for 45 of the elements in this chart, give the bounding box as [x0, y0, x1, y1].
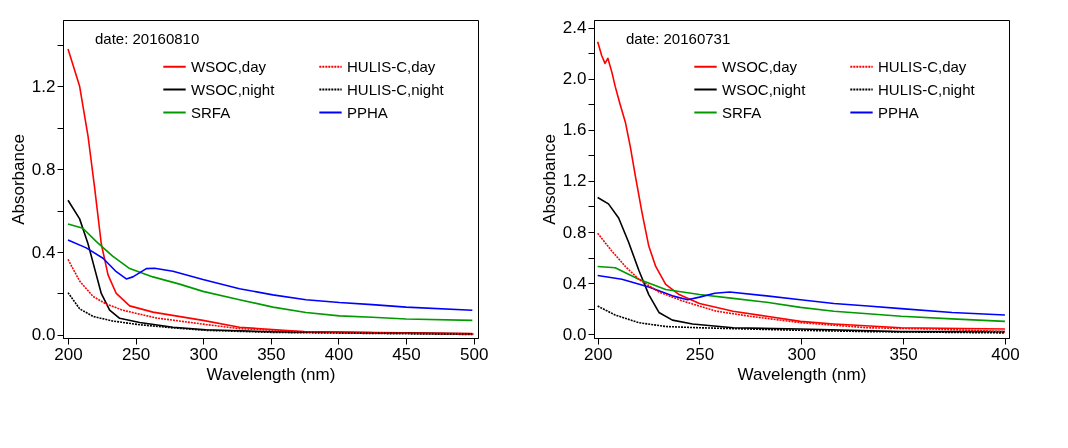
annotation: date: 20160810 [95, 30, 200, 47]
x-axis-title: Wavelength (nm) [737, 364, 867, 384]
legend-label: HULIS-C,night [878, 80, 976, 98]
y-tick-label: 2.4 [562, 18, 587, 38]
line-series [596, 265, 1006, 323]
y-tick-label: 1.2 [562, 171, 587, 191]
x-tick-label: 450 [392, 344, 421, 364]
x-tick-label: 250 [685, 344, 715, 364]
line-series [596, 274, 1006, 316]
annotation: date: 20160731 [626, 30, 731, 47]
legend-label: SRFA [722, 103, 762, 121]
x-tick-label: 350 [889, 344, 918, 364]
y-tick-label: 0.4 [31, 242, 56, 262]
x-tick-label: 300 [189, 344, 218, 364]
y-tick-label: 0.0 [562, 324, 587, 344]
legend-label: HULIS-C,day [347, 57, 436, 75]
legend-label: WSOC,day [191, 57, 267, 75]
legend-label: PPHA [347, 103, 388, 121]
legend-label: HULIS-C,day [878, 57, 967, 75]
legend-label: WSOC,night [191, 80, 276, 98]
y-tick-label: 0.8 [562, 222, 587, 242]
x-axis-title: Wavelength (nm) [206, 364, 336, 384]
y-tick-label: 1.2 [31, 76, 56, 96]
legend-label: WSOC,day [722, 57, 798, 75]
y-tick-label: 0.8 [31, 159, 56, 179]
y-tick-label: 1.6 [562, 120, 587, 140]
legend-label: WSOC,night [722, 80, 807, 98]
x-tick-label: 500 [459, 344, 489, 364]
x-tick-label: 400 [324, 344, 354, 364]
y-tick-label: 2.0 [562, 69, 587, 89]
y-tick-label: 0.4 [562, 273, 587, 293]
y-axis-title: Absorbance [539, 134, 559, 225]
x-tick-label: 250 [121, 344, 151, 364]
y-tick-label: 0.0 [31, 325, 56, 345]
x-tick-label: 300 [787, 344, 816, 364]
legend-label: PPHA [878, 103, 919, 121]
x-tick-label: 400 [991, 344, 1020, 364]
y-axis-title: Absorbance [8, 134, 28, 225]
x-tick-label: 350 [257, 344, 286, 364]
line-series [67, 223, 474, 322]
x-tick-label: 200 [54, 344, 83, 364]
line-series [67, 239, 474, 312]
x-tick-label: 200 [583, 344, 613, 364]
legend-label: HULIS-C,night [347, 80, 445, 98]
legend-label: SRFA [191, 103, 231, 121]
